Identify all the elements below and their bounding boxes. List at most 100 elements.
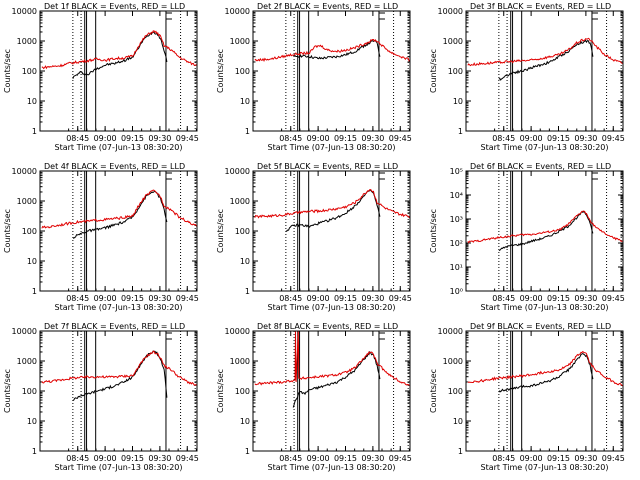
plot-frame (252, 170, 411, 292)
x-axis-label: Start Time (07-Jun-13 08:30:20) (55, 303, 183, 312)
y-tick-label: 10000 (12, 327, 37, 336)
x-tick-label: 09:30 (148, 134, 171, 143)
y-tick-label: 1000 (230, 357, 250, 366)
y-axis-label: Counts/sec (216, 49, 225, 93)
y-tick-label: 10⁵ (450, 167, 463, 176)
plot-frame (39, 330, 198, 452)
x-tick-label: 08:45 (279, 294, 302, 303)
x-tick-label: 09:45 (176, 294, 199, 303)
x-tick-label: 09:45 (602, 454, 625, 463)
y-tick-label: 1 (458, 127, 463, 136)
y-tick-label: 10000 (225, 167, 250, 176)
y-tick-label: 10 (27, 97, 37, 106)
y-tick-label: 1000 (17, 37, 37, 46)
y-tick-label: 100 (235, 67, 250, 76)
chart-title: Det 2f BLACK = Events, RED = LLD (257, 2, 398, 11)
plot-frame (39, 170, 198, 292)
x-tick-label: 09:15 (547, 454, 570, 463)
series-lld (41, 30, 198, 70)
x-tick-label: 09:00 (520, 294, 543, 303)
marker-bracket (378, 332, 385, 340)
plot-frame (252, 10, 411, 132)
series-lld (254, 189, 411, 219)
y-tick-label: 100 (235, 227, 250, 236)
x-tick-label: 09:30 (148, 454, 171, 463)
x-tick-label: 08:45 (492, 454, 515, 463)
x-tick-label: 09:00 (94, 134, 117, 143)
y-tick-label: 10 (453, 97, 463, 106)
series-events (498, 353, 594, 393)
y-axis-label: Counts/sec (216, 369, 225, 413)
x-tick-label: 09:30 (361, 294, 384, 303)
plot-frame (252, 330, 411, 452)
y-tick-label: 10 (240, 257, 250, 266)
x-tick-label: 08:45 (66, 294, 89, 303)
x-tick-label: 09:45 (389, 134, 412, 143)
y-tick-label: 10000 (438, 327, 463, 336)
marker-bracket (378, 12, 385, 20)
x-tick-label: 09:30 (574, 454, 597, 463)
panel-det-6f: Det 6f BLACK = Events, RED = LLD Counts/s… (429, 162, 625, 312)
chart-title: Det 6f BLACK = Events, RED = LLD (470, 162, 611, 171)
series-events (72, 190, 168, 240)
x-tick-label: 09:00 (307, 134, 330, 143)
series-lld (254, 38, 411, 62)
y-tick-label: 10 (27, 417, 37, 426)
y-tick-label: 1000 (443, 357, 463, 366)
y-tick-label: 1 (32, 127, 37, 136)
x-tick-label: 09:00 (94, 454, 117, 463)
marker-bracket (165, 172, 172, 180)
x-tick-label: 09:15 (121, 134, 144, 143)
x-tick-label: 09:15 (334, 294, 357, 303)
panel-det-2f: Det 2f BLACK = Events, RED = LLD Counts/s… (216, 2, 412, 152)
x-axis-label: Start Time (07-Jun-13 08:30:20) (55, 463, 183, 472)
series-lld (467, 210, 624, 244)
y-tick-label: 1 (245, 127, 250, 136)
y-tick-label: 100 (22, 67, 37, 76)
x-tick-label: 09:30 (574, 134, 597, 143)
plot-frame (465, 170, 624, 292)
chart-title: Det 8f BLACK = Events, RED = LLD (257, 322, 398, 331)
y-tick-label: 100 (22, 227, 37, 236)
y-tick-label: 10000 (12, 7, 37, 16)
chart-title: Det 1f BLACK = Events, RED = LLD (44, 2, 185, 11)
y-tick-label: 10 (240, 417, 250, 426)
x-tick-label: 08:45 (492, 294, 515, 303)
x-axis-label: Start Time (07-Jun-13 08:30:20) (268, 463, 396, 472)
x-axis-label: Start Time (07-Jun-13 08:30:20) (268, 303, 396, 312)
y-tick-label: 1 (458, 447, 463, 456)
y-axis-label: Counts/sec (3, 209, 12, 253)
x-tick-label: 09:15 (547, 294, 570, 303)
y-tick-label: 1000 (230, 197, 250, 206)
y-axis-label: Counts/sec (429, 209, 438, 253)
y-tick-label: 100 (448, 67, 463, 76)
y-tick-label: 1000 (17, 197, 37, 206)
y-tick-label: 1000 (17, 357, 37, 366)
x-tick-label: 08:45 (279, 454, 302, 463)
panel-det-9f: Det 9f BLACK = Events, RED = LLD Counts/s… (429, 322, 625, 472)
panel-det-4f: Det 4f BLACK = Events, RED = LLD Counts/s… (3, 162, 199, 312)
x-tick-label: 08:45 (279, 134, 302, 143)
series-events (285, 189, 381, 232)
y-tick-label: 100 (22, 387, 37, 396)
series-lld (254, 330, 411, 387)
y-axis-label: Counts/sec (429, 369, 438, 413)
x-tick-label: 09:45 (389, 454, 412, 463)
x-tick-label: 09:45 (389, 294, 412, 303)
series-events (72, 31, 168, 79)
x-tick-label: 09:00 (307, 294, 330, 303)
y-axis-label: Counts/sec (429, 49, 438, 93)
x-tick-label: 09:30 (574, 294, 597, 303)
x-tick-label: 09:15 (334, 454, 357, 463)
x-tick-label: 09:00 (520, 454, 543, 463)
series-lld (41, 350, 198, 387)
y-tick-label: 1 (245, 447, 250, 456)
marker-bracket (591, 332, 598, 340)
y-tick-label: 100 (235, 387, 250, 396)
plot-frame (465, 330, 624, 452)
chart-title: Det 3f BLACK = Events, RED = LLD (470, 2, 611, 11)
x-axis-label: Start Time (07-Jun-13 08:30:20) (55, 143, 183, 152)
panel-det-8f: Det 8f BLACK = Events, RED = LLD Counts/s… (216, 322, 412, 472)
series-lld (467, 37, 623, 67)
y-tick-label: 10000 (12, 167, 37, 176)
